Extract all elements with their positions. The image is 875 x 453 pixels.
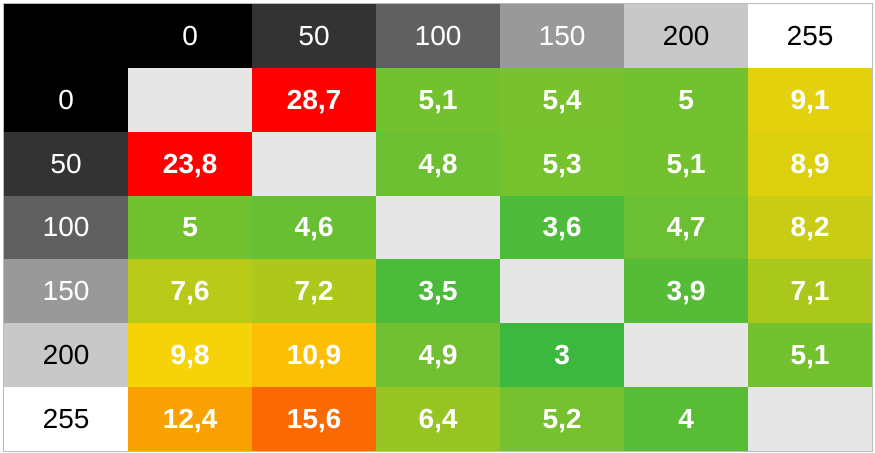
data-cell — [252, 131, 376, 196]
row-header: 200 — [4, 323, 128, 388]
data-cell: 12,4 — [128, 387, 252, 451]
data-cell — [748, 387, 872, 451]
column-header: 50 — [252, 4, 376, 68]
data-cell: 7,2 — [252, 259, 376, 324]
data-cell: 23,8 — [128, 131, 252, 196]
row-header: 50 — [4, 131, 128, 196]
data-cell — [376, 195, 500, 260]
data-cell: 8,9 — [748, 131, 872, 196]
row-header: 100 — [4, 195, 128, 260]
data-cell: 5,1 — [624, 131, 748, 196]
column-header: 200 — [624, 4, 748, 68]
column-header: 150 — [500, 4, 624, 68]
column-header: 255 — [748, 4, 872, 68]
data-cell: 5 — [128, 195, 252, 260]
data-cell: 28,7 — [252, 67, 376, 132]
data-cell: 5,1 — [748, 323, 872, 388]
row-header: 150 — [4, 259, 128, 324]
data-cell: 8,2 — [748, 195, 872, 260]
data-cell: 5,2 — [500, 387, 624, 451]
data-cell — [128, 67, 252, 132]
data-cell: 4,6 — [252, 195, 376, 260]
heatmap-table: 0 50 100 150 200 255 0 28,7 5,1 5,4 5 9,1 50 23,8 4,8 5… — [3, 3, 873, 452]
data-cell: 4 — [624, 387, 748, 451]
data-cell: 6,4 — [376, 387, 500, 451]
data-cell: 5,3 — [500, 131, 624, 196]
data-cell: 4,8 — [376, 131, 500, 196]
data-cell: 4,9 — [376, 323, 500, 388]
row-header: 255 — [4, 387, 128, 451]
data-cell: 7,1 — [748, 259, 872, 324]
column-header: 100 — [376, 4, 500, 68]
data-cell: 3,9 — [624, 259, 748, 324]
data-cell: 7,6 — [128, 259, 252, 324]
data-cell: 5 — [624, 67, 748, 132]
data-cell: 4,7 — [624, 195, 748, 260]
data-cell — [624, 323, 748, 388]
data-cell: 3,6 — [500, 195, 624, 260]
data-cell: 3,5 — [376, 259, 500, 324]
data-cell: 9,1 — [748, 67, 872, 132]
row-header: 0 — [4, 67, 128, 132]
data-cell: 5,1 — [376, 67, 500, 132]
data-cell: 9,8 — [128, 323, 252, 388]
corner-cell — [4, 4, 128, 68]
column-header: 0 — [128, 4, 252, 68]
data-cell: 3 — [500, 323, 624, 388]
data-cell: 5,4 — [500, 67, 624, 132]
data-cell: 15,6 — [252, 387, 376, 451]
data-cell — [500, 259, 624, 324]
data-cell: 10,9 — [252, 323, 376, 388]
